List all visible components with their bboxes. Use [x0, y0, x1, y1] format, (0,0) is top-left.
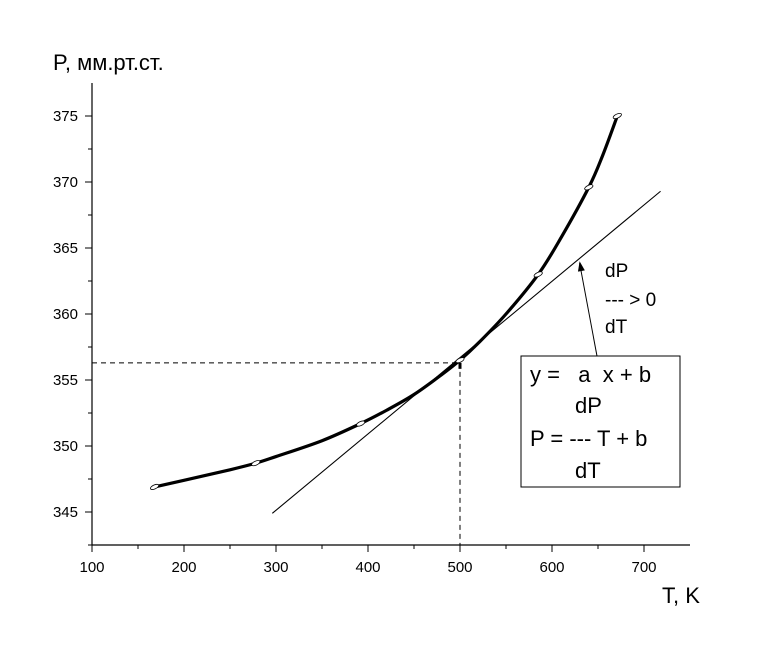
marker-layer [149, 112, 622, 490]
y-tick-label: 375 [53, 108, 78, 125]
curve-marker [251, 460, 261, 467]
y-tick-label: 365 [53, 240, 78, 257]
equation-line-1: y = a x + b [530, 362, 651, 387]
equation-line-3: P = --- T + b [530, 426, 647, 451]
equation-box: y = a x + b dP P = --- T + b dT [520, 355, 681, 488]
derivative-note-line-3: dT [605, 317, 628, 338]
x-ticks: 100 200 300 400 500 600 700 [79, 545, 657, 576]
curve-marker [533, 271, 543, 278]
y-tick-label: 360 [53, 306, 78, 323]
x-tick-label: 700 [631, 559, 656, 576]
x-tick-label: 100 [79, 559, 104, 576]
derivative-note-line-1: dP [605, 261, 628, 282]
curve-marker [356, 420, 366, 427]
x-axis-title: T, K [662, 583, 700, 608]
derivative-note-line-2: --- > 0 [605, 290, 656, 311]
y-tick-label: 370 [53, 174, 78, 191]
x-tick-label: 400 [355, 559, 380, 576]
equation-line-2: dP [575, 393, 602, 418]
curve-marker [149, 483, 160, 490]
curve-marker [612, 112, 622, 120]
x-tick-label: 300 [263, 559, 288, 576]
x-tick-label: 200 [171, 559, 196, 576]
equation-box-frame [520, 355, 681, 488]
tangency-mark [458, 362, 462, 369]
equation-line-4: dT [575, 458, 601, 483]
x-tick-label: 500 [447, 559, 472, 576]
y-tick-label: 345 [53, 504, 78, 521]
curve-marker [455, 357, 465, 364]
series-tangent-line [271, 190, 661, 514]
reference-lines [92, 362, 461, 545]
derivative-note: dP --- > 0 dT [605, 261, 656, 338]
x-tick-label: 600 [539, 559, 564, 576]
annotation-arrow [577, 261, 598, 357]
axes: 345 350 355 360 365 370 375 100 200 300 400 500 600… [53, 83, 690, 576]
curve-marker [584, 184, 594, 191]
annotation-arrow-shaft [579, 263, 598, 357]
y-tick-label: 350 [53, 438, 78, 455]
annotation-arrow-head [577, 261, 585, 272]
y-tick-label: 355 [53, 372, 78, 389]
y-axis-title: P, мм.рт.ст. [53, 50, 164, 75]
y-ticks: 345 350 355 360 365 370 375 [53, 108, 92, 546]
